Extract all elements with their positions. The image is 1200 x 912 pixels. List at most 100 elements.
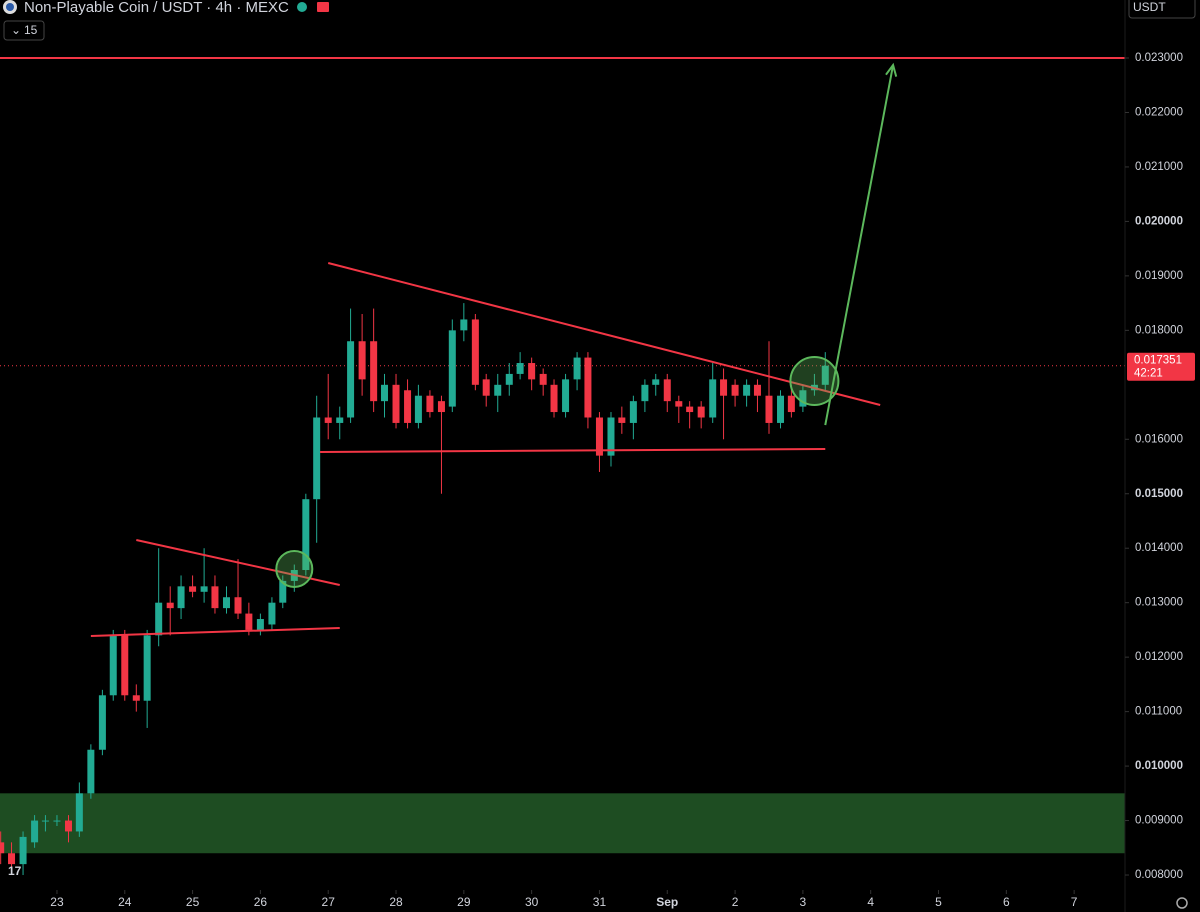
candle-body xyxy=(324,417,332,423)
candle-body xyxy=(562,379,570,413)
candle-body xyxy=(505,373,513,385)
candle-body xyxy=(528,363,536,380)
candle-body xyxy=(471,319,479,385)
candle-body xyxy=(358,341,366,380)
x-tick-label: 3 xyxy=(800,895,807,909)
candle-body xyxy=(64,820,72,832)
candle-body xyxy=(53,820,61,822)
candle-body xyxy=(595,417,603,456)
support-zone xyxy=(0,793,1125,854)
candle-body xyxy=(245,613,253,630)
candle-body xyxy=(618,417,626,423)
highlight-circle xyxy=(275,549,314,588)
candle-body xyxy=(41,820,49,822)
y-tick-label: 0.016000 xyxy=(1135,433,1183,445)
y-tick-label: 0.018000 xyxy=(1135,324,1183,336)
x-tick-label: 5 xyxy=(935,895,942,909)
candle-body xyxy=(777,395,785,423)
candle-body xyxy=(200,586,208,592)
x-tick-label: 25 xyxy=(186,895,200,909)
logo: 17 xyxy=(8,864,22,878)
candle-body xyxy=(743,384,751,396)
candle-body xyxy=(31,820,39,843)
candle-body xyxy=(550,384,558,413)
axes: 0.023000 0.022000 0.021000 0.020000 0.019000… xyxy=(50,52,1195,909)
settings-icon[interactable] xyxy=(1176,897,1188,909)
candle-body xyxy=(448,330,456,407)
status-dot xyxy=(297,2,307,12)
y-tick-label: 0.012000 xyxy=(1135,651,1183,663)
candle-body xyxy=(765,395,773,423)
collapse-icon[interactable]: ⌄ xyxy=(11,23,21,37)
y-tick-label: 0.021000 xyxy=(1135,161,1183,173)
candle-body xyxy=(607,417,615,456)
y-tick-label: 0.023000 xyxy=(1135,52,1183,64)
x-tick-label: 28 xyxy=(389,895,403,909)
candle-body xyxy=(336,417,344,423)
x-tick-label: 27 xyxy=(322,895,336,909)
y-tick-label: 0.019000 xyxy=(1135,270,1183,282)
y-tick-label: 0.020000 xyxy=(1135,215,1183,227)
candle-body xyxy=(87,749,95,794)
candle-body xyxy=(392,384,400,423)
chart-title: Non-Playable Coin / USDT · 4h · MEXC xyxy=(24,0,289,16)
candle-body xyxy=(302,499,310,571)
candle-body xyxy=(143,635,151,701)
candle-body xyxy=(663,379,671,402)
candle-body xyxy=(98,695,106,750)
candle-body xyxy=(641,384,649,402)
candle-body xyxy=(753,384,761,396)
candle-body xyxy=(121,635,129,696)
y-tick-label: 0.010000 xyxy=(1135,760,1183,772)
candle-body xyxy=(799,390,807,407)
candle-body xyxy=(720,379,728,396)
candle-body xyxy=(652,379,660,385)
candle-body xyxy=(8,853,16,865)
trendline xyxy=(136,539,340,586)
currency[interactable]: USDT xyxy=(1133,0,1166,14)
y-tick-label: 0.011000 xyxy=(1135,706,1182,718)
candle-body xyxy=(539,373,547,385)
currency-box[interactable] xyxy=(1128,0,1196,19)
interval-badge-box[interactable] xyxy=(3,20,45,41)
x-tick-label: 31 xyxy=(593,895,607,909)
candle-body xyxy=(686,406,694,413)
candle-body xyxy=(821,365,829,385)
flag-icon[interactable] xyxy=(317,2,329,12)
x-tick-label: 4 xyxy=(867,895,874,909)
candle-body xyxy=(211,586,219,609)
interval-badge[interactable]: 15 xyxy=(24,23,38,37)
x-tick-label: 30 xyxy=(525,895,539,909)
x-tick-label: Sep xyxy=(656,895,678,909)
candle-body xyxy=(404,390,412,423)
candle-body xyxy=(731,384,739,396)
candle-body xyxy=(494,384,502,396)
y-tick-label: 0.008000 xyxy=(1135,869,1183,881)
candle-body xyxy=(573,357,581,380)
candle-body xyxy=(675,401,683,407)
candle-body xyxy=(177,586,185,609)
candle-body xyxy=(256,619,264,630)
last-price-box xyxy=(1127,352,1195,381)
arrow-head xyxy=(885,62,898,77)
x-tick-label: 24 xyxy=(118,895,132,909)
candle-body xyxy=(166,602,174,609)
highlight-circle xyxy=(789,356,840,407)
x-tick-label: 2 xyxy=(732,895,739,909)
candle-body xyxy=(426,395,434,413)
countdown-label: 42:21 xyxy=(1134,368,1163,380)
y-tick-label: 0.015000 xyxy=(1135,488,1183,500)
projection-arrow xyxy=(824,64,895,426)
candle-body xyxy=(516,363,524,374)
candle-body xyxy=(629,401,637,423)
candle-body xyxy=(460,319,468,331)
candle-body xyxy=(380,384,388,402)
candle-body xyxy=(75,793,83,832)
x-tick-label: 23 xyxy=(50,895,64,909)
candle-body xyxy=(234,597,242,614)
candle-body xyxy=(414,395,422,423)
candle-body xyxy=(787,395,795,413)
y-tick-label: 0.013000 xyxy=(1135,597,1183,609)
